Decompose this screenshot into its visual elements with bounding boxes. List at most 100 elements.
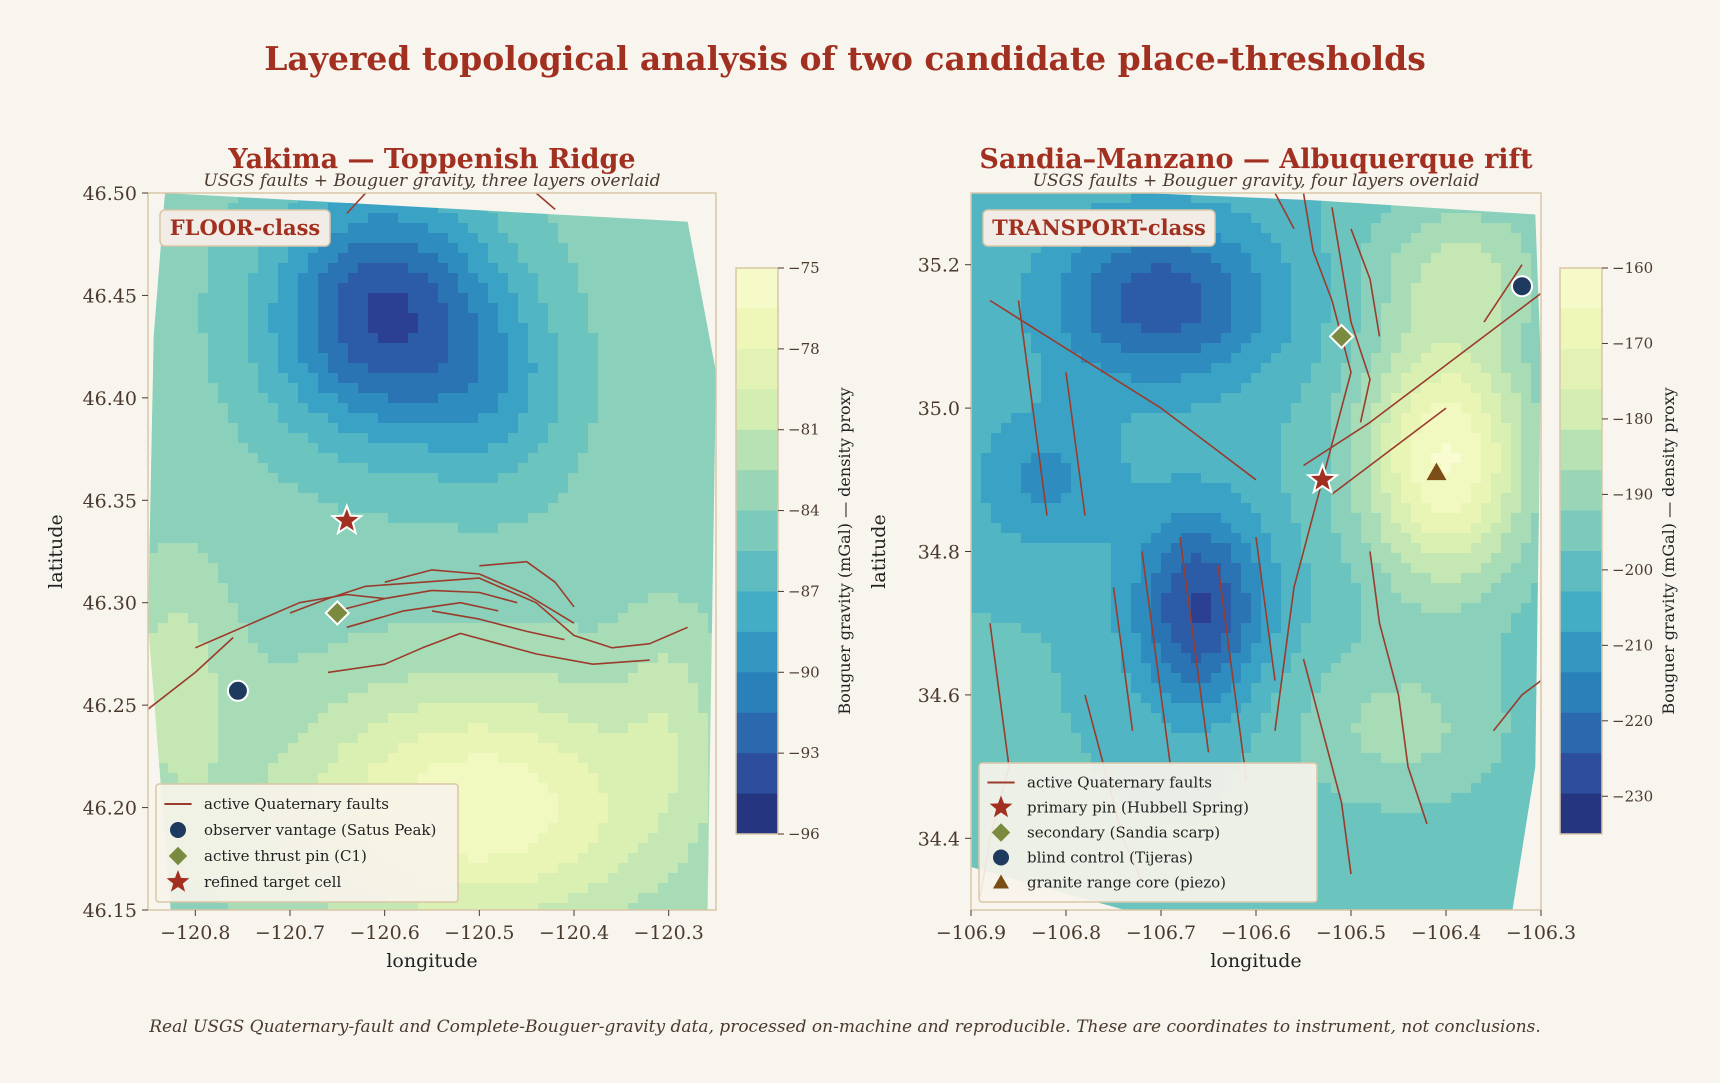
legend-entry: granite range core (piezo): [1027, 874, 1226, 892]
class-badge: TRANSPORT-class: [983, 210, 1215, 246]
y-tick-label: 46.15: [83, 900, 137, 922]
class-badge-label: TRANSPORT-class: [992, 215, 1206, 240]
colorbar-band: [1560, 430, 1602, 471]
legend-entry: blind control (Tijeras): [1027, 849, 1193, 867]
figure-title: Layered topological analysis of two cand…: [264, 39, 1426, 78]
y-tick-label: 34.4: [918, 828, 960, 850]
colorbar-tick-label: −200: [1612, 561, 1653, 579]
x-tick-label: −106.5: [1316, 922, 1386, 944]
colorbar-band: [736, 632, 778, 673]
colorbar-band: [1560, 349, 1602, 390]
colorbar-label: Bouguer gravity (mGal) — density proxy: [835, 387, 854, 714]
legend-entry: active Quaternary faults: [204, 795, 389, 813]
colorbar-band: [1560, 551, 1602, 592]
y-tick-label: 46.20: [83, 798, 137, 820]
colorbar-tick-label: −210: [1612, 636, 1653, 654]
colorbar-tick-label: −220: [1612, 712, 1653, 730]
legend-entry: active Quaternary faults: [1027, 774, 1212, 792]
y-tick-label: 34.6: [918, 685, 960, 707]
colorbar-tick-label: −87: [788, 582, 820, 600]
y-tick-label: 46.35: [83, 490, 137, 512]
colorbar-tick-label: −190: [1612, 485, 1653, 503]
colorbar-band: [1560, 753, 1602, 794]
colorbar-band: [1560, 308, 1602, 349]
colorbar-band: [736, 470, 778, 511]
y-tick-label: 46.50: [83, 183, 137, 205]
colorbar: −75 −78 −81 −84 −87 −90 −93 −96 Bouguer gravity …: [736, 259, 854, 843]
colorbar-band: [736, 753, 778, 794]
y-tick-label: 46.45: [83, 285, 137, 307]
colorbar-band: [1560, 713, 1602, 754]
colorbar-tick-label: −170: [1612, 334, 1653, 352]
colorbar-tick-label: −84: [788, 502, 820, 520]
colorbar-tick-label: −160: [1612, 259, 1653, 277]
y-tick-label: 46.25: [83, 695, 137, 717]
x-tick-label: −120.3: [634, 922, 704, 944]
x-tick-label: −120.5: [444, 922, 514, 944]
x-tick-label: −120.4: [539, 922, 609, 944]
class-badge: FLOOR-class: [160, 210, 330, 246]
colorbar-band: [1560, 268, 1602, 309]
legend-entry: secondary (Sandia scarp): [1027, 824, 1220, 842]
x-tick-label: −106.9: [936, 922, 1006, 944]
colorbar-band: [736, 430, 778, 471]
y-tick-label: 46.40: [83, 388, 137, 410]
marker-circle: [1512, 276, 1532, 296]
x-tick-label: −106.8: [1031, 922, 1101, 944]
colorbar-band: [736, 672, 778, 713]
marker-circle: [228, 681, 248, 701]
colorbar-band: [736, 389, 778, 430]
panel-subtitle: USGS faults + Bouguer gravity, four laye…: [1033, 171, 1480, 191]
colorbar-band: [1560, 389, 1602, 430]
y-tick-label: 35.2: [918, 255, 960, 277]
colorbar: −160 −170 −180 −190 −200 −210 −220 −230 Bouguer …: [1560, 259, 1678, 835]
legend-swatch-circle: [170, 822, 186, 838]
legend: active Quaternary faults primary pin (Hub…: [979, 763, 1317, 902]
colorbar-band: [736, 511, 778, 552]
colorbar-band: [736, 794, 778, 835]
panel-subtitle: USGS faults + Bouguer gravity, three lay…: [203, 171, 660, 191]
colorbar-tick-label: −93: [788, 744, 820, 762]
x-tick-label: −106.3: [1506, 922, 1576, 944]
class-badge-label: FLOOR-class: [170, 215, 320, 240]
x-tick-label: −120.7: [255, 922, 325, 944]
legend-swatch-circle: [993, 850, 1009, 866]
colorbar-band: [1560, 672, 1602, 713]
colorbar-tick-label: −96: [788, 825, 820, 843]
figure-footer: Real USGS Quaternary-fault and Complete-…: [148, 1017, 1541, 1037]
colorbar-band: [1560, 591, 1602, 632]
y-tick-label: 46.30: [83, 593, 137, 615]
x-tick-label: −106.4: [1411, 922, 1481, 944]
colorbar-band: [736, 308, 778, 349]
x-tick-label: −106.7: [1126, 922, 1196, 944]
colorbar-tick-label: −180: [1612, 410, 1653, 428]
colorbar-band: [1560, 511, 1602, 552]
colorbar-tick-label: −78: [788, 340, 820, 358]
legend-entry: observer vantage (Satus Peak): [204, 821, 436, 839]
colorbar-label: Bouguer gravity (mGal) — density proxy: [1659, 387, 1678, 714]
y-tick-label: 35.0: [918, 398, 960, 420]
y-axis-label: latitude: [45, 514, 67, 588]
colorbar-band: [736, 268, 778, 309]
colorbar-band: [1560, 632, 1602, 673]
colorbar-tick-label: −230: [1612, 787, 1653, 805]
x-axis-label: longitude: [386, 950, 477, 972]
x-tick-label: −120.8: [160, 922, 230, 944]
colorbar-band: [736, 349, 778, 390]
colorbar-band: [736, 551, 778, 592]
colorbar-tick-label: −75: [788, 259, 820, 277]
colorbar-tick-label: −81: [788, 421, 820, 439]
colorbar-band: [1560, 794, 1602, 835]
colorbar-tick-label: −90: [788, 663, 820, 681]
colorbar-band: [1560, 470, 1602, 511]
fault-trace: [536, 193, 555, 209]
colorbar-band: [736, 713, 778, 754]
x-axis-label: longitude: [1210, 950, 1301, 972]
y-tick-label: 34.8: [918, 542, 960, 564]
legend-entry: primary pin (Hubbell Spring): [1027, 799, 1249, 817]
colorbar-band: [736, 591, 778, 632]
